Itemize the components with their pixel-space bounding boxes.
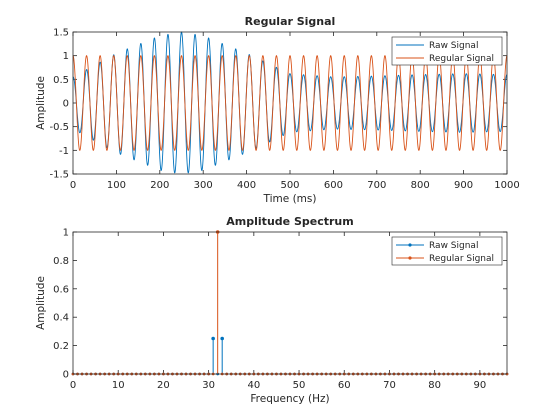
time-plot-ticks: 0 100 200 300 400 500 600 700 800 900 1000 -1.5 -1 -0… [49,28,519,192]
legend-raw-signal-label: Raw Signal [429,241,478,251]
time-plot: Regular Signal Time (ms) Amplitude 0 100 2… [35,15,520,205]
y-tick-label: 0.5 [53,75,69,86]
time-plot-frame [72,31,508,175]
x-tick-label: 200 [150,180,169,191]
spectrum-plot-xlabel: Frequency (Hz) [250,393,329,405]
y-tick-label: -1.5 [49,170,69,181]
legend-raw-signal-marker [408,243,412,247]
time-plot-series [72,31,508,174]
y-tick-label: -0.5 [49,122,69,133]
legend-regular-signal-label: Regular Signal [429,254,494,264]
y-tick-label: 0 [63,370,69,381]
time-plot-legend: Raw Signal Regular Signal [391,36,503,66]
y-tick-label: 0.8 [53,256,69,267]
x-tick-label: 300 [194,180,213,191]
x-tick-label: 1000 [494,180,519,191]
x-tick-label: 800 [411,180,430,191]
spectrum-plot-title: Amplitude Spectrum [226,215,353,228]
spectrum-plot-legend-box [391,236,503,266]
y-tick-label: 1.5 [53,28,69,39]
x-tick-label: 50 [293,380,306,391]
x-tick-label: 20 [157,380,170,391]
spectrum-plot-ylabel: Amplitude [35,276,47,330]
spectrum-plot: Amplitude Spectrum Frequency (Hz) Amplit… [35,215,509,405]
time-plot-legend-box [391,36,503,66]
x-tick-label: 700 [367,180,386,191]
spectrum-plot-ticks: 0 10 20 30 40 50 60 70 80 90 0 0.2 0.4 0.6 0.8 1 [53,228,507,391]
time-plot-title: Regular Signal [245,15,336,28]
y-tick-label: 1 [63,228,69,239]
x-tick-label: 500 [280,180,299,191]
y-tick-label: 1 [63,51,69,62]
x-tick-label: 100 [107,180,126,191]
x-tick-label: 80 [428,380,441,391]
x-tick-label: 90 [474,380,487,391]
x-tick-label: 0 [70,380,76,391]
spectrum-plot-frame [72,231,508,375]
x-tick-label: 0 [70,180,76,191]
stem-marker-raw-signal [220,336,224,341]
x-tick-label: 30 [202,380,215,391]
time-plot-ylabel: Amplitude [35,76,47,130]
y-tick-label: -1 [59,146,69,157]
x-tick-label: 60 [338,380,351,391]
y-tick-label: 0.4 [53,313,69,324]
x-tick-label: 400 [237,180,256,191]
x-tick-label: 70 [383,380,396,391]
spectrum-plot-legend: Raw Signal Regular Signal [391,236,503,266]
x-tick-label: 900 [454,180,473,191]
legend-raw-signal-label: Raw Signal [429,41,478,51]
x-tick-label: 10 [112,380,125,391]
x-tick-label: 40 [247,380,260,391]
y-tick-label: 0 [63,99,69,110]
stem-marker-raw-signal [211,336,215,341]
legend-regular-signal-label: Regular Signal [429,54,494,64]
y-tick-label: 0.6 [53,284,69,295]
series-line-regular-signal [72,55,508,151]
y-tick-label: 0.2 [53,341,69,352]
time-plot-xlabel: Time (ms) [263,193,317,205]
x-tick-label: 600 [324,180,343,191]
legend-regular-signal-marker [408,256,412,260]
